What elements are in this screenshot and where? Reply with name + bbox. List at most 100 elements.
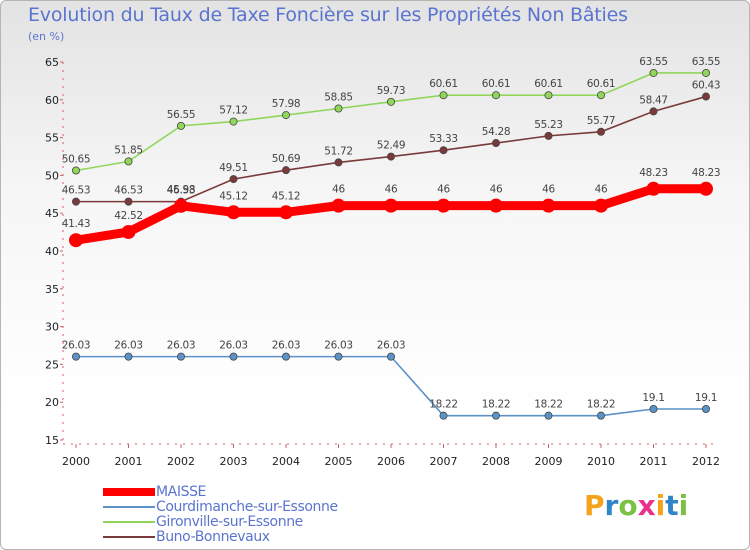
series-point-0 <box>174 198 188 213</box>
legend-swatch <box>103 521 155 523</box>
data-label-2: 63.55 <box>639 56 668 68</box>
x-tick-label: 2004 <box>272 455 300 468</box>
series-point-2 <box>124 157 133 166</box>
data-label-3: 46.53 <box>62 185 91 197</box>
x-tick-label: 2011 <box>640 455 668 468</box>
brand-letter: P <box>584 489 605 522</box>
chart-unit-label: (en %) <box>28 30 65 43</box>
series-point-1 <box>491 411 500 420</box>
legend-label: Gironville-sur-Essonne <box>156 514 303 530</box>
series-point-1 <box>439 411 448 420</box>
brand-letter: i <box>655 489 666 522</box>
data-label-3: 55.77 <box>587 115 616 127</box>
data-labels-layer: 50.65 51.85 56.55 57.12 57.98 58.85 59.73 60.61… <box>62 56 721 411</box>
data-label-3: 51.72 <box>324 145 353 157</box>
legend-label: Courdimanche-sur-Essonne <box>156 499 338 515</box>
chart-title: Evolution du Taux de Taxe Foncière sur l… <box>28 4 628 26</box>
series-point-0 <box>699 181 713 196</box>
data-label-3: 46.53 <box>167 185 196 197</box>
data-label-0: 46 <box>385 184 398 196</box>
data-label-1: 26.03 <box>377 340 406 352</box>
series-point-0 <box>594 198 608 213</box>
series-point-2 <box>386 97 395 106</box>
legend-swatch <box>103 488 155 496</box>
brand-letter: o <box>618 489 638 522</box>
data-label-0: 45.98 <box>167 184 196 196</box>
series-point-3 <box>439 146 448 155</box>
series-point-1 <box>702 405 711 414</box>
series-point-3 <box>544 131 553 140</box>
legend-swatch <box>103 506 155 508</box>
data-label-0: 45.12 <box>219 190 248 202</box>
brand-letter: i <box>678 489 689 522</box>
data-label-0: 46 <box>437 184 450 196</box>
series-point-0 <box>541 198 556 213</box>
data-label-0: 42.52 <box>114 210 143 222</box>
series-point-3 <box>702 92 711 101</box>
data-label-1: 18.22 <box>587 399 616 411</box>
data-label-2: 59.73 <box>377 85 406 97</box>
data-label-3: 49.51 <box>219 162 248 174</box>
series-point-3 <box>281 166 290 175</box>
data-label-2: 60.61 <box>534 78 563 90</box>
data-label-3: 46.53 <box>114 185 143 197</box>
legend-label: MAISSE <box>156 484 207 500</box>
y-tick-label: 15 <box>45 434 59 447</box>
brand-letter: t <box>665 489 679 522</box>
y-tick-label: 35 <box>45 283 59 296</box>
series-point-2 <box>281 111 290 120</box>
data-label-1: 26.03 <box>219 340 248 352</box>
data-label-1: 26.03 <box>324 340 353 352</box>
data-label-1: 18.22 <box>534 399 563 411</box>
series-point-1 <box>281 352 290 361</box>
series-point-0 <box>69 233 83 248</box>
series-point-0 <box>121 224 136 239</box>
series-point-1 <box>649 405 658 414</box>
data-label-3: 55.23 <box>534 119 563 131</box>
series-point-2 <box>702 68 711 77</box>
data-label-2: 60.61 <box>587 78 616 90</box>
data-label-3: 50.69 <box>272 153 301 165</box>
data-label-2: 50.65 <box>62 153 91 165</box>
data-label-2: 51.85 <box>114 144 143 156</box>
series-point-1 <box>72 352 81 361</box>
x-tick-label: 2012 <box>692 455 720 468</box>
brand-letter: x <box>637 489 656 522</box>
data-label-3: 58.47 <box>639 94 668 106</box>
series-point-2 <box>544 91 553 100</box>
data-label-2: 58.85 <box>324 91 353 103</box>
data-label-1: 18.22 <box>482 399 511 411</box>
series-point-2 <box>72 166 81 175</box>
series-point-2 <box>334 104 343 113</box>
data-label-1: 26.03 <box>62 340 91 352</box>
series-layer <box>69 68 713 420</box>
data-label-0: 46 <box>595 184 608 196</box>
series-point-2 <box>491 91 500 100</box>
series-point-1 <box>334 352 343 361</box>
series-point-0 <box>279 205 293 220</box>
series-point-2 <box>649 68 658 77</box>
series-point-2 <box>439 91 448 100</box>
series-point-0 <box>226 205 241 220</box>
series-point-0 <box>384 198 398 213</box>
y-tick-label: 65 <box>45 56 59 69</box>
y-tick-label: 50 <box>45 169 59 182</box>
series-point-3 <box>72 197 81 206</box>
series-point-3 <box>386 152 395 161</box>
y-tick-label: 40 <box>45 245 59 258</box>
data-label-3: 54.28 <box>482 126 511 138</box>
legend-swatch <box>103 536 155 538</box>
y-tick-label: 45 <box>45 207 59 220</box>
data-label-2: 63.55 <box>692 56 721 68</box>
series-point-3 <box>597 127 606 136</box>
series-point-2 <box>229 117 238 126</box>
axes: 15 20 25 30 35 40 45 50 55 60 65 2000 2001 2002 2003 20… <box>45 56 720 468</box>
data-label-1: 18.22 <box>429 399 458 411</box>
series-point-2 <box>176 121 185 130</box>
x-tick-label: 2008 <box>482 455 510 468</box>
data-label-0: 41.43 <box>62 218 91 230</box>
data-label-2: 60.61 <box>429 78 458 90</box>
legend-label: Buno-Bonnevaux <box>156 529 270 545</box>
